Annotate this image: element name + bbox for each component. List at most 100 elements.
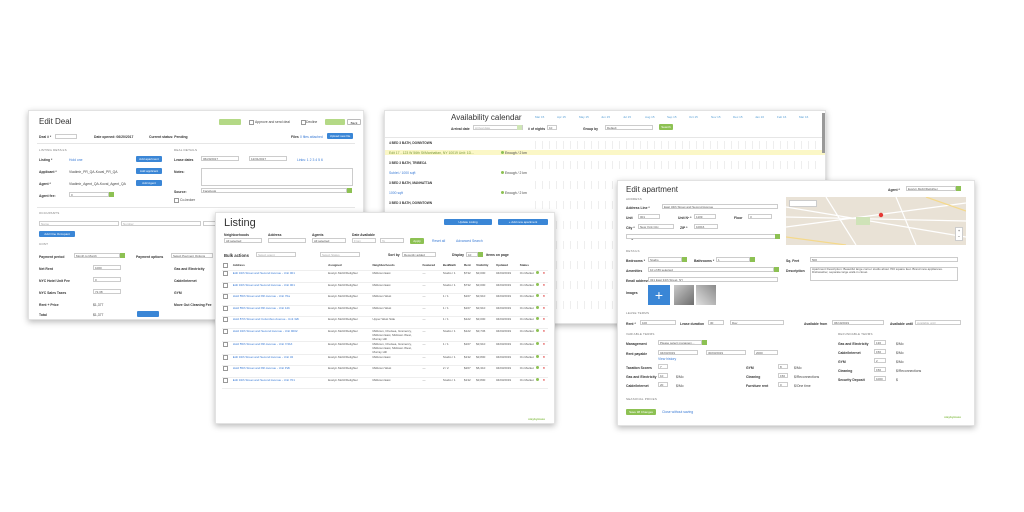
cable-field[interactable]: 20: [658, 382, 668, 387]
column-header[interactable]: Rent: [463, 263, 476, 271]
net-rent-field[interactable]: 1000: [93, 265, 121, 270]
group-by-select[interactable]: Default: [605, 125, 653, 130]
delete-cell[interactable]: ✕: [541, 305, 548, 317]
date-to-field[interactable]: To: [380, 238, 404, 243]
delete-cell[interactable]: ✕: [541, 282, 548, 294]
calendar-month-label[interactable]: Mar 16: [799, 115, 809, 119]
add-occupant-button[interactable]: Add One Occupant: [39, 231, 75, 237]
listing-address-link[interactable]: Edit 34th Street and Second Avenue - Uni…: [231, 354, 328, 366]
calendar-month-label[interactable]: Mar 15: [535, 115, 545, 119]
bedrooms-select[interactable]: Studio: [648, 257, 682, 262]
delete-icon[interactable]: ✕: [542, 354, 546, 359]
agent-value[interactable]: Viadimir_Agent_QA-Koval_Agent_QA: [69, 182, 126, 186]
calendar-month-label[interactable]: Jul 15: [623, 115, 632, 119]
occupant-name-field[interactable]: Name: [39, 221, 119, 226]
table-row[interactable]: Hold 55th Street and 8th Avenue - Unit 7…: [222, 341, 548, 355]
row-select-cell[interactable]: [222, 270, 232, 283]
listing-link[interactable]: Hold one: [69, 158, 83, 162]
refundable-gas-field[interactable]: 130: [874, 340, 886, 345]
date-from-field[interactable]: From: [352, 238, 376, 243]
table-row[interactable]: Hold 87th Street and Columbus Avenue - U…: [222, 316, 548, 329]
agent-select[interactable]: Evelyn.Moltz/Delighter: [906, 186, 956, 191]
add-applicant-button[interactable]: Add applicant: [136, 168, 162, 174]
city-field[interactable]: New York City: [638, 224, 674, 229]
cal-sublet[interactable]: 1000 sqft: [389, 191, 403, 195]
edit-cell[interactable]: [534, 328, 542, 342]
row-checkbox[interactable]: [223, 328, 228, 334]
select-all-checkbox[interactable]: [223, 263, 228, 268]
row-checkbox[interactable]: [223, 305, 228, 311]
nights-field[interactable]: 10: [547, 125, 557, 130]
listing-address-link[interactable]: Edit 34th Street and Second Avenue - Uni…: [231, 282, 328, 294]
deal-number-field[interactable]: [55, 134, 77, 139]
edit-cell[interactable]: [534, 282, 542, 294]
calendar-month-label[interactable]: Apr 15: [557, 115, 566, 119]
rent-payable-amount[interactable]: 2000: [754, 350, 778, 355]
column-header[interactable]: [541, 263, 548, 271]
cal-sublet[interactable]: Sublet / 1000 sqft: [389, 171, 416, 175]
table-row[interactable]: Hold 55th Street and 8th Avenue - Unit 7…: [222, 293, 548, 306]
furniture-field[interactable]: 0: [778, 382, 788, 387]
zip-field[interactable]: 10016: [694, 224, 718, 229]
row-select-cell[interactable]: [222, 328, 232, 342]
edit-cell[interactable]: [534, 354, 542, 366]
delete-icon[interactable]: ✕: [542, 366, 546, 370]
delete-icon[interactable]: ✕: [542, 282, 546, 287]
delete-cell[interactable]: ✕: [541, 354, 548, 366]
table-row[interactable]: Edit 34th Street and Second Avenue - Uni…: [222, 377, 548, 389]
refundable-cable-field[interactable]: 150: [874, 349, 886, 354]
edit-icon[interactable]: [535, 294, 539, 297]
edit-icon[interactable]: [535, 328, 539, 332]
gas-field[interactable]: 10: [658, 373, 668, 378]
edit-cell[interactable]: [534, 293, 542, 306]
delete-cell[interactable]: ✕: [541, 377, 548, 389]
column-header[interactable]: Visibility: [475, 263, 496, 271]
lease-start-field[interactable]: 06/20/2017: [201, 156, 239, 161]
location-map[interactable]: + −: [786, 197, 966, 245]
cobroker-checkbox[interactable]: [174, 198, 179, 203]
row-checkbox[interactable]: [223, 271, 228, 276]
lease-unit-select[interactable]: Day: [730, 320, 784, 325]
row-checkbox[interactable]: [223, 317, 228, 322]
select-agent-field[interactable]: Select agent: [256, 252, 296, 257]
payment-period-select[interactable]: Month to Month: [74, 253, 120, 258]
lease-duration-field[interactable]: 30: [708, 320, 724, 325]
available-until-field[interactable]: Available until: [915, 320, 961, 325]
column-header[interactable]: Assigned: [327, 263, 372, 271]
unit-field[interactable]: 001: [638, 214, 660, 219]
column-header[interactable]: Neighborhoods: [371, 263, 422, 271]
source-dropdown-icon[interactable]: [347, 188, 352, 193]
add-agent-button[interactable]: Add Agent: [136, 180, 162, 186]
cal-address[interactable]: Edit 17 - 123 W 56th St/Manhattan, NY 10…: [389, 151, 474, 155]
column-header[interactable]: Bed/Bath: [441, 263, 464, 271]
listing-address-link[interactable]: Hold 55th Street and 8th Avenue - Unit 7…: [231, 293, 328, 306]
management-select[interactable]: Please select managem...: [658, 340, 702, 345]
files-attached-link[interactable]: 0 files attached: [300, 135, 323, 139]
approve-checkbox[interactable]: [249, 120, 254, 125]
address-filter[interactable]: [268, 238, 306, 243]
display-dropdown-icon[interactable]: [478, 252, 483, 257]
calendar-month-label[interactable]: Oct 15: [689, 115, 698, 119]
row-checkbox[interactable]: [223, 377, 228, 383]
column-header[interactable]: [534, 263, 542, 271]
delete-icon[interactable]: ✕: [542, 377, 546, 382]
payment-period-dropdown-icon[interactable]: [120, 253, 125, 258]
listing-address-link[interactable]: Hold 55th Street and 8th Avenue - Unit 1…: [231, 305, 328, 317]
table-row[interactable]: Hold 55th Street and 8th Avenue - Unit 1…: [222, 305, 548, 317]
column-header[interactable]: Address: [231, 263, 328, 271]
table-row[interactable]: Edit 34th Street and Second Avenue - Uni…: [222, 354, 548, 366]
delete-icon[interactable]: ✕: [542, 317, 546, 321]
row-checkbox[interactable]: [223, 341, 228, 347]
agent-fee-field[interactable]: 0: [69, 192, 109, 197]
edit-cell[interactable]: [534, 270, 542, 283]
source-select[interactable]: Facebook: [201, 188, 347, 193]
description-textarea[interactable]: Apartment Description: Beautiful large c…: [810, 267, 958, 281]
occupant-number-field[interactable]: Number: [121, 221, 201, 226]
advanced-search-link[interactable]: Advanced Search: [456, 239, 483, 243]
listing-address-link[interactable]: Edit 34th Street and Second Avenue - Uni…: [231, 270, 328, 283]
edit-icon[interactable]: [535, 354, 539, 358]
view-history-link[interactable]: View history: [658, 357, 677, 361]
display-select[interactable]: 10: [466, 252, 478, 257]
email-field[interactable]: 321 East 34th Street, NY: [648, 277, 778, 282]
bedrooms-dropdown-icon[interactable]: [682, 257, 687, 262]
